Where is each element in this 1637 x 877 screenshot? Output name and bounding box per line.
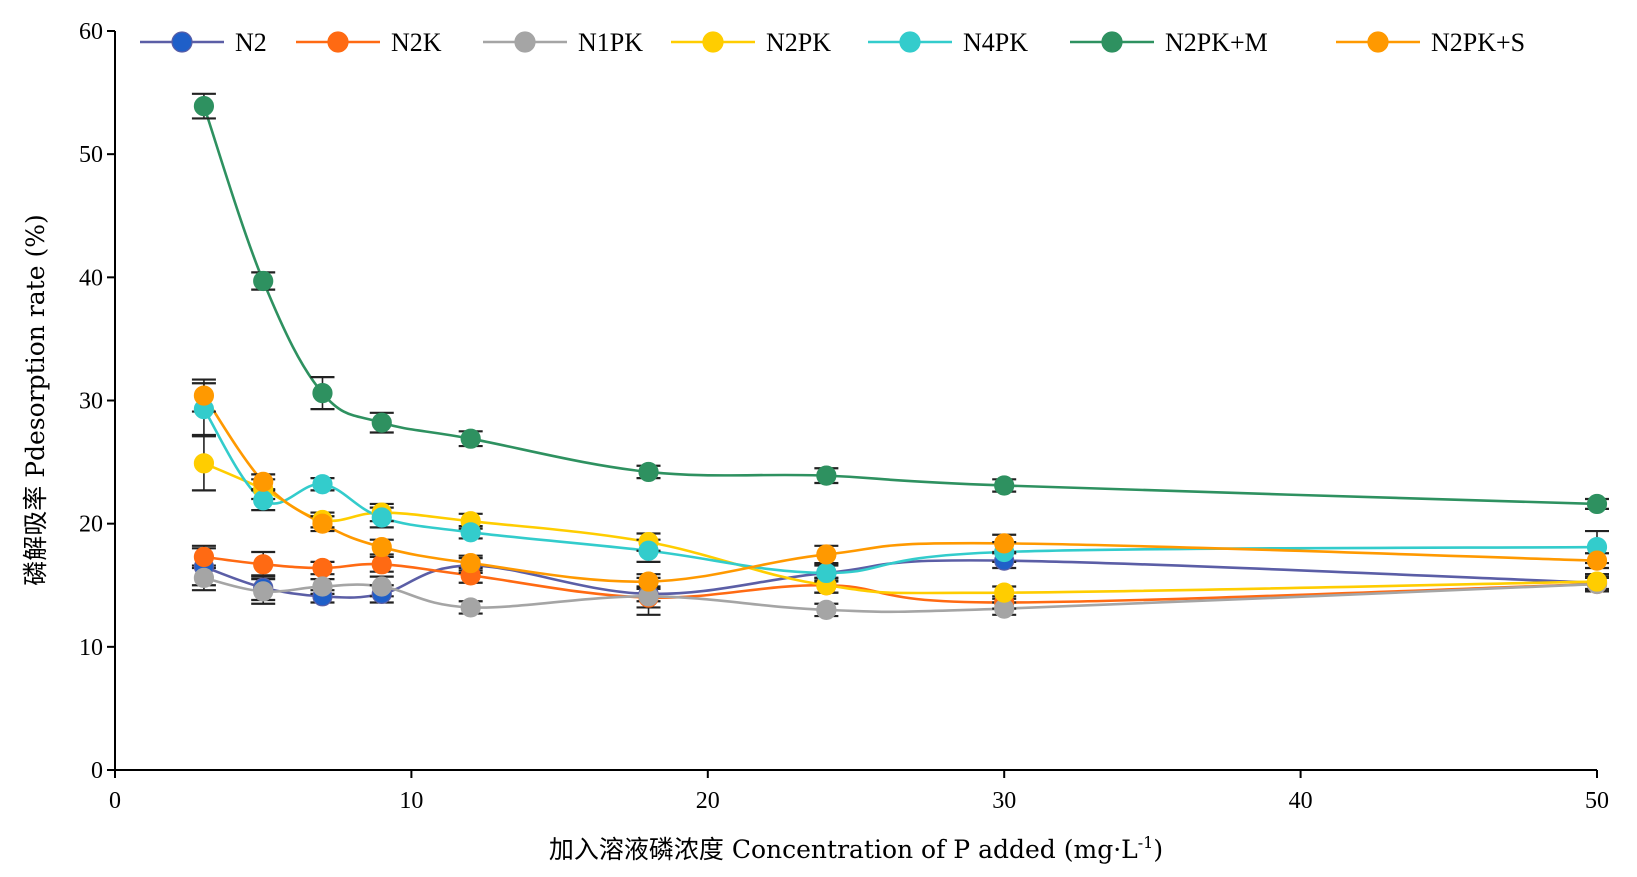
data-point-n1pk [193, 567, 215, 588]
x-tick-label: 10 [399, 788, 423, 814]
data-point-n4pk [460, 522, 481, 543]
legend: N2 N2K N1PK N2PK N4PK N2PK+M N2PK+S [140, 28, 1525, 57]
series-line-n4pk [202, 408, 1598, 575]
data-point-n2pk-plus-m [371, 412, 392, 433]
legend-label: N4PK [963, 28, 1028, 57]
data-point-n1pk [816, 599, 837, 620]
legend-label: N2K [391, 28, 442, 57]
data-point-n2pk [193, 453, 215, 474]
data-point-n2pk-plus-m [1586, 493, 1608, 515]
data-point-n2pk-plus-s [253, 471, 274, 492]
x-tick-label: 40 [1289, 788, 1313, 814]
legend-label: N2PK [766, 28, 831, 57]
y-tick-label: 30 [79, 389, 103, 415]
legend-label: N2PK+S [1431, 28, 1525, 57]
legend-item-n2pk-plus-s: N2PK+S [1336, 28, 1525, 57]
x-tick-label: 30 [992, 788, 1016, 814]
y-tick-label: 10 [79, 635, 103, 661]
data-point-n2pk-plus-m [816, 465, 837, 486]
legend-label: N1PK [578, 28, 643, 57]
y-tick-label: 60 [79, 19, 103, 45]
data-point-n2pk-plus-s [312, 513, 333, 534]
legend-item-n2pk-plus-m: N2PK+M [1070, 28, 1268, 57]
data-point-n1pk [312, 576, 333, 597]
series-line-n2pk-plus-m [202, 105, 1598, 506]
x-tick-label: 20 [696, 788, 720, 814]
legend-swatch-marker [1367, 31, 1389, 53]
legend-swatch-marker [514, 31, 536, 53]
data-point-n2pk-plus-m [253, 270, 274, 292]
legend-label: N2PK+M [1165, 28, 1268, 57]
data-point-n1pk [371, 576, 392, 597]
legend-item-n2: N2 [140, 28, 267, 57]
data-point-n2pk-plus-m [994, 475, 1015, 496]
data-point-n4pk [816, 562, 837, 584]
legend-swatch-marker [327, 31, 349, 53]
x-tick-label: 50 [1585, 788, 1609, 814]
data-point-n1pk [253, 581, 274, 602]
y-tick-label: 40 [79, 265, 103, 291]
legend-item-n1pk: N1PK [483, 28, 643, 57]
data-point-n2pk-plus-s [816, 544, 837, 565]
series-layer [191, 92, 1609, 620]
data-point-n2k [193, 546, 215, 568]
legend-label: N2 [235, 28, 267, 57]
data-point-n2k [371, 554, 392, 575]
data-point-n4pk [312, 474, 333, 495]
data-point-n2pk-plus-m [312, 383, 333, 404]
data-point-n2pk-plus-s [460, 552, 481, 574]
x-axis-title: 加入溶液磷浓度 Concentration of P added (mg·L-1… [549, 833, 1163, 864]
data-point-n2pk-plus-m [193, 96, 215, 117]
legend-swatch-marker [1101, 31, 1123, 53]
data-point-n2pk-plus-m [638, 461, 659, 483]
x-axis-title-superscript: -1 [1138, 833, 1154, 852]
axes [114, 31, 1597, 771]
legend-item-n4pk: N4PK [868, 28, 1028, 57]
y-tick-label: 20 [79, 512, 103, 538]
data-point-n4pk [371, 507, 392, 528]
ticks: 0 10 20 30 40 50 60 0 10 20 30 40 50 [79, 19, 1609, 814]
legend-item-n2k: N2K [296, 28, 442, 57]
data-point-n1pk [460, 597, 481, 618]
data-point-n2k [253, 554, 274, 575]
x-tick-label: 0 [109, 788, 121, 814]
data-point-n2pk-plus-s [638, 571, 659, 592]
data-point-n2pk-plus-s [1586, 550, 1608, 571]
data-point-n2pk [994, 582, 1015, 603]
data-point-n2pk-plus-m [460, 428, 481, 449]
legend-item-n2pk: N2PK [671, 28, 831, 57]
legend-swatch-marker [702, 31, 724, 53]
data-point-n2pk-plus-s [994, 533, 1015, 554]
data-point-n4pk [253, 490, 274, 511]
data-point-n2pk-plus-s [193, 385, 215, 406]
data-point-n4pk [638, 540, 659, 561]
legend-swatch-marker [171, 31, 193, 53]
y-tick-label: 50 [79, 142, 103, 168]
series-line-n2pk-plus-s [202, 394, 1598, 583]
data-point-n2pk [1586, 571, 1608, 592]
series-line-n1pk [203, 576, 1598, 614]
data-point-n2k [312, 557, 333, 579]
data-point-n2pk-plus-s [371, 536, 392, 558]
y-tick-label: 0 [91, 758, 103, 784]
y-axis-title: 磷解吸率 Pdesorption rate (%) [21, 214, 50, 585]
legend-swatch-marker [899, 31, 921, 53]
